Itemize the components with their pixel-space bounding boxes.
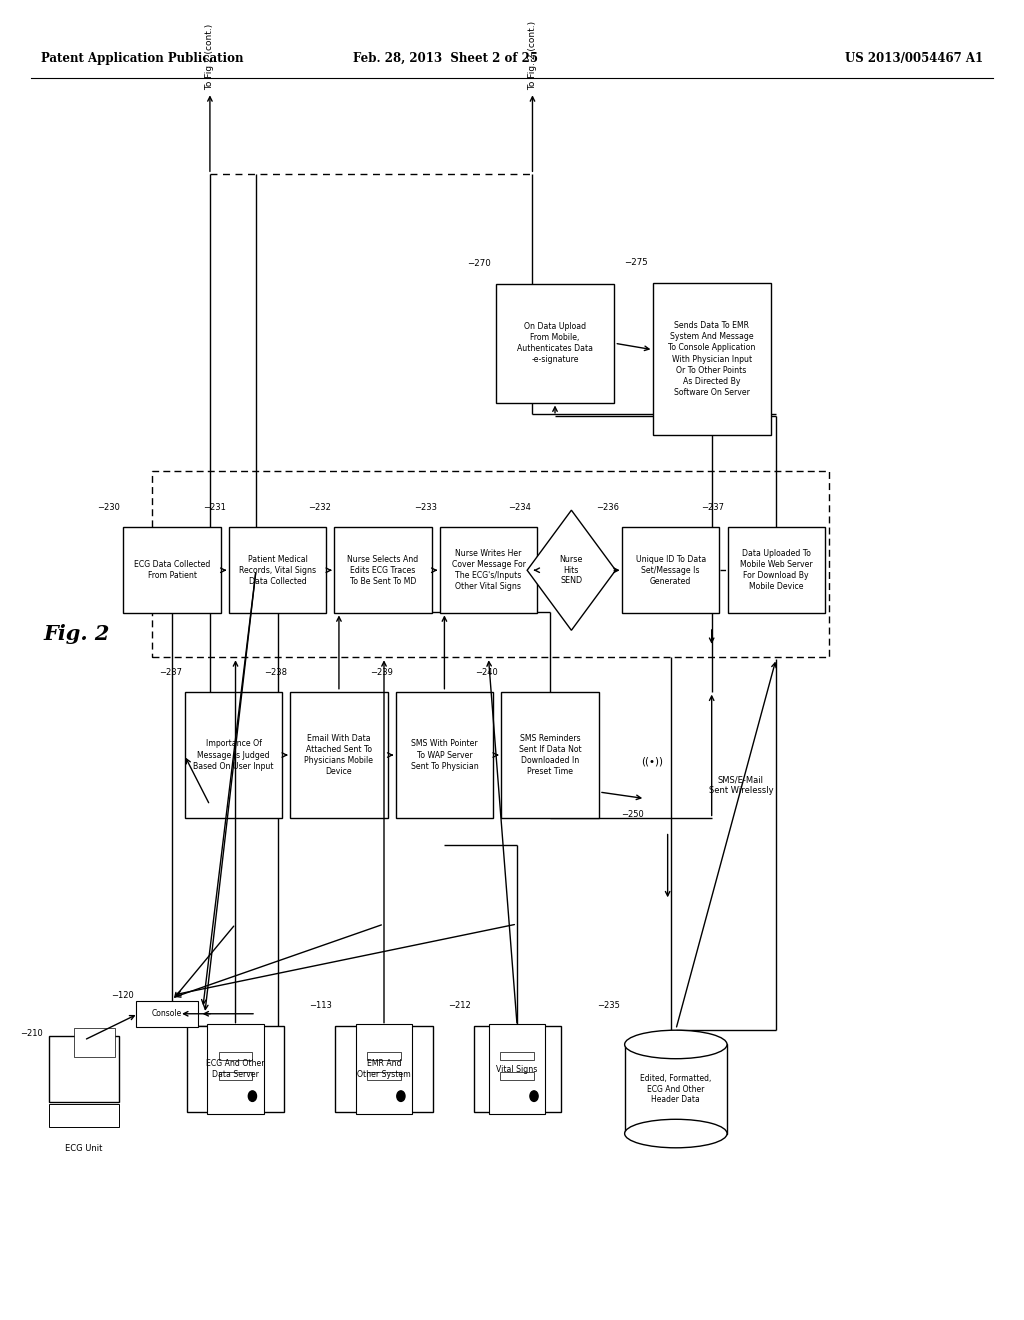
- Bar: [49, 1036, 119, 1102]
- Text: Sends Data To EMR
System And Message
To Console Application
With Physician Input: Sends Data To EMR System And Message To …: [668, 321, 756, 397]
- Bar: [502, 693, 598, 818]
- Text: ((•)): ((•)): [641, 756, 664, 767]
- Bar: [49, 1104, 119, 1127]
- Text: ECG Data Collected
From Patient: ECG Data Collected From Patient: [134, 560, 210, 581]
- Text: −239: −239: [370, 668, 393, 677]
- Bar: [625, 1044, 727, 1134]
- Text: Patent Application Publication: Patent Application Publication: [41, 51, 244, 65]
- Text: Email With Data
Attached Sent To
Physicians Mobile
Device: Email With Data Attached Sent To Physici…: [304, 734, 374, 776]
- Text: SMS Reminders
Sent If Data Not
Downloaded In
Preset Time: SMS Reminders Sent If Data Not Downloade…: [518, 734, 582, 776]
- Bar: [219, 1072, 253, 1080]
- Text: −113: −113: [309, 1002, 332, 1011]
- Bar: [152, 471, 829, 657]
- Bar: [489, 1024, 545, 1114]
- Text: −237: −237: [159, 668, 182, 677]
- Text: −233: −233: [414, 503, 436, 512]
- Bar: [124, 528, 221, 614]
- Bar: [186, 1027, 284, 1113]
- Text: Data Uploaded To
Mobile Web Server
For Download By
Mobile Device: Data Uploaded To Mobile Web Server For D…: [740, 549, 812, 591]
- Text: −231: −231: [203, 503, 226, 512]
- Text: Nurse
Hits
SEND: Nurse Hits SEND: [560, 556, 583, 585]
- Text: −120: −120: [112, 991, 134, 1001]
- Bar: [74, 1028, 115, 1057]
- Text: Nurse Writes Her
Cover Message For
The ECG's/Inputs
Other Vital Signs: Nurse Writes Her Cover Message For The E…: [452, 549, 525, 591]
- Bar: [356, 1024, 412, 1114]
- Bar: [440, 528, 537, 614]
- Text: US 2013/0054467 A1: US 2013/0054467 A1: [845, 51, 983, 65]
- Text: −230: −230: [97, 503, 121, 512]
- Text: SMS With Pointer
To WAP Server
Sent To Physician: SMS With Pointer To WAP Server Sent To P…: [411, 739, 478, 771]
- Ellipse shape: [625, 1030, 727, 1059]
- Text: Console: Console: [152, 1010, 182, 1018]
- Text: Edited, Formatted,
ECG And Other
Header Data: Edited, Formatted, ECG And Other Header …: [640, 1074, 712, 1104]
- Bar: [367, 1052, 400, 1060]
- Bar: [623, 528, 719, 614]
- Circle shape: [248, 1090, 256, 1101]
- Text: Feb. 28, 2013  Sheet 2 of 25: Feb. 28, 2013 Sheet 2 of 25: [353, 51, 538, 65]
- Text: Patient Medical
Records, Vital Signs
Data Collected: Patient Medical Records, Vital Signs Dat…: [239, 554, 316, 586]
- Circle shape: [530, 1090, 539, 1101]
- Text: −210: −210: [20, 1030, 43, 1039]
- Bar: [395, 693, 494, 818]
- Text: EMR And
Other System: EMR And Other System: [357, 1059, 411, 1080]
- Circle shape: [397, 1090, 406, 1101]
- Text: −270: −270: [467, 259, 492, 268]
- Text: −232: −232: [308, 503, 332, 512]
- Bar: [136, 1001, 198, 1027]
- Ellipse shape: [625, 1119, 727, 1148]
- Text: Unique ID To Data
Set/Message Is
Generated: Unique ID To Data Set/Message Is Generat…: [636, 554, 706, 586]
- Bar: [727, 528, 825, 614]
- Text: On Data Upload
From Mobile,
Authenticates Data
-e-signature: On Data Upload From Mobile, Authenticate…: [517, 322, 593, 364]
- Text: To Fig. 2 (cont.): To Fig. 2 (cont.): [528, 21, 537, 90]
- Text: SMS/E-Mail
Sent Wirelessly: SMS/E-Mail Sent Wirelessly: [709, 776, 773, 795]
- Bar: [500, 1072, 535, 1080]
- Text: ECG And Other
Data Server: ECG And Other Data Server: [206, 1059, 265, 1080]
- Text: −212: −212: [447, 1002, 471, 1011]
- Text: Vital Signs: Vital Signs: [497, 1065, 538, 1073]
- Bar: [184, 693, 282, 818]
- Bar: [219, 1052, 253, 1060]
- Text: −237: −237: [701, 503, 725, 512]
- Bar: [229, 528, 326, 614]
- Bar: [473, 1027, 561, 1113]
- Bar: [207, 1024, 264, 1114]
- Bar: [336, 1027, 432, 1113]
- Text: To Fig 2 (cont.): To Fig 2 (cont.): [206, 24, 214, 90]
- Text: Nurse Selects And
Edits ECG Traces
To Be Sent To MD: Nurse Selects And Edits ECG Traces To Be…: [347, 554, 419, 586]
- Bar: [291, 693, 388, 818]
- Text: −240: −240: [475, 668, 499, 677]
- Text: −235: −235: [597, 1001, 620, 1010]
- Polygon shape: [527, 511, 615, 631]
- Text: −250: −250: [622, 810, 644, 818]
- Text: −238: −238: [264, 668, 287, 677]
- Bar: [500, 1052, 535, 1060]
- Text: −234: −234: [509, 503, 531, 512]
- Text: Fig. 2: Fig. 2: [44, 623, 110, 644]
- Text: −275: −275: [624, 259, 647, 268]
- Text: ECG Unit: ECG Unit: [66, 1144, 102, 1154]
- Text: −236: −236: [596, 503, 618, 512]
- Bar: [367, 1072, 400, 1080]
- Bar: [497, 284, 614, 403]
- Bar: [334, 528, 432, 614]
- Text: −111: −111: [161, 1002, 184, 1011]
- Text: Importance Of
Message Is Judged
Based On User Input: Importance Of Message Is Judged Based On…: [194, 739, 273, 771]
- Bar: [653, 284, 770, 436]
